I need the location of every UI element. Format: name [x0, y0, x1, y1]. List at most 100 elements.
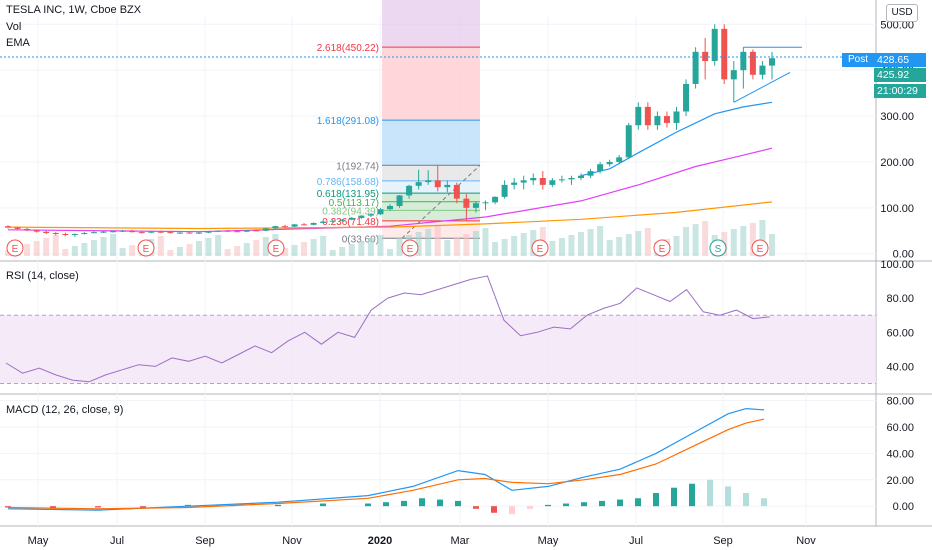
candle-body — [606, 161, 613, 165]
macd-histogram-bar — [545, 504, 551, 507]
volume-bar — [62, 249, 69, 256]
macd-histogram-bar — [635, 498, 641, 507]
candle-body — [119, 230, 126, 232]
volume-bar — [749, 223, 756, 256]
candle-body — [711, 28, 718, 61]
candle-body — [635, 106, 642, 126]
volume-bar — [5, 250, 11, 256]
candle-body — [549, 180, 556, 185]
candle-body — [110, 231, 117, 233]
macd-histogram-bar — [320, 503, 326, 507]
chart-title: TESLA INC, 1W, Cboe BZX — [6, 4, 142, 16]
macd-line — [7, 407, 765, 511]
candle-body — [62, 233, 69, 235]
candle-body — [530, 178, 537, 181]
candle-body — [625, 125, 632, 158]
ema-legend: EMA — [6, 37, 30, 49]
rsi-tick-label: 100.00 — [880, 259, 914, 271]
volume-bar — [578, 232, 584, 256]
volume-bar — [587, 229, 594, 256]
candle-body — [196, 232, 202, 234]
x-tick-label: May — [538, 535, 559, 547]
candle-body — [721, 28, 728, 80]
earnings-marker — [653, 239, 671, 257]
macd-histogram-bar — [365, 503, 371, 507]
candle-body — [33, 230, 40, 232]
price-tick-label: 100.00 — [880, 203, 914, 215]
x-tick-label: Nov — [282, 535, 302, 547]
candle-body — [501, 184, 508, 197]
volume-bar — [310, 239, 317, 256]
candle-body — [644, 106, 651, 126]
x-tick-label: May — [28, 535, 49, 547]
volume-bar — [262, 237, 269, 256]
macd-histogram-bar — [95, 506, 101, 508]
earnings-marker — [6, 239, 24, 257]
volume-bar — [377, 235, 384, 256]
volume-bar — [683, 227, 690, 256]
macd-histogram-bar — [140, 506, 146, 508]
volume-bar — [119, 248, 126, 256]
candle-body — [148, 231, 155, 233]
fib-level-label: 2.618(450.22) — [317, 43, 379, 54]
volume-bar — [511, 236, 518, 256]
candle-body — [262, 228, 269, 231]
candle-body — [243, 230, 250, 232]
volume-bar — [196, 241, 202, 256]
candle-body — [52, 233, 59, 235]
candle-body — [673, 111, 680, 123]
candle-body — [749, 51, 756, 75]
candle-body — [339, 219, 346, 221]
candle-body — [692, 51, 699, 84]
macd-histogram-bar — [509, 506, 515, 515]
volume-bar — [129, 245, 136, 256]
currency-button[interactable]: USD — [886, 4, 918, 22]
candle-body — [597, 164, 604, 172]
candle-body — [272, 226, 279, 229]
candle-body — [434, 180, 441, 188]
volume-bar — [692, 224, 699, 256]
event-marker-label: E — [537, 244, 544, 255]
volume-bar — [730, 229, 737, 256]
event-marker-label: E — [757, 244, 764, 255]
macd-tick-label: 80.00 — [886, 396, 914, 408]
candle-body — [415, 182, 422, 186]
earnings-marker — [401, 239, 419, 257]
earnings-marker — [267, 239, 285, 257]
bar-countdown: 21:00:29 — [874, 84, 926, 98]
candle-body — [663, 116, 670, 123]
macd-histogram-bar — [383, 502, 389, 507]
volume-bar — [367, 238, 374, 256]
candle-body — [568, 178, 575, 180]
volume-bar — [110, 234, 117, 256]
volume-bar — [234, 246, 241, 256]
volume-bar — [52, 235, 59, 256]
macd-histogram-bar — [707, 479, 713, 507]
candle-body — [520, 180, 527, 183]
trend-line — [733, 72, 791, 103]
volume-bar — [769, 234, 775, 256]
macd-histogram-bar — [5, 506, 11, 508]
volume-bar — [520, 233, 527, 256]
event-marker-label: E — [659, 244, 666, 255]
volume-bar — [215, 235, 222, 256]
candle-body — [253, 230, 260, 232]
macd-histogram-bar — [401, 500, 407, 507]
macd-tick-label: 20.00 — [886, 475, 914, 487]
macd-line — [7, 418, 765, 510]
candle-body — [425, 180, 432, 183]
price-tick-label: 300.00 — [880, 111, 914, 123]
volume-bar — [71, 246, 78, 256]
rsi-tick-label: 40.00 — [886, 361, 914, 373]
candle-body — [138, 232, 145, 234]
x-tick-label: Nov — [796, 535, 816, 547]
candle-body — [472, 203, 479, 208]
candle-body — [558, 179, 565, 181]
macd-histogram-bar — [761, 498, 767, 507]
candle-body — [587, 171, 594, 176]
rsi-tick-label: 80.00 — [886, 293, 914, 305]
volume-bar — [348, 244, 355, 256]
split-marker — [709, 239, 727, 257]
candle-body — [578, 175, 584, 178]
